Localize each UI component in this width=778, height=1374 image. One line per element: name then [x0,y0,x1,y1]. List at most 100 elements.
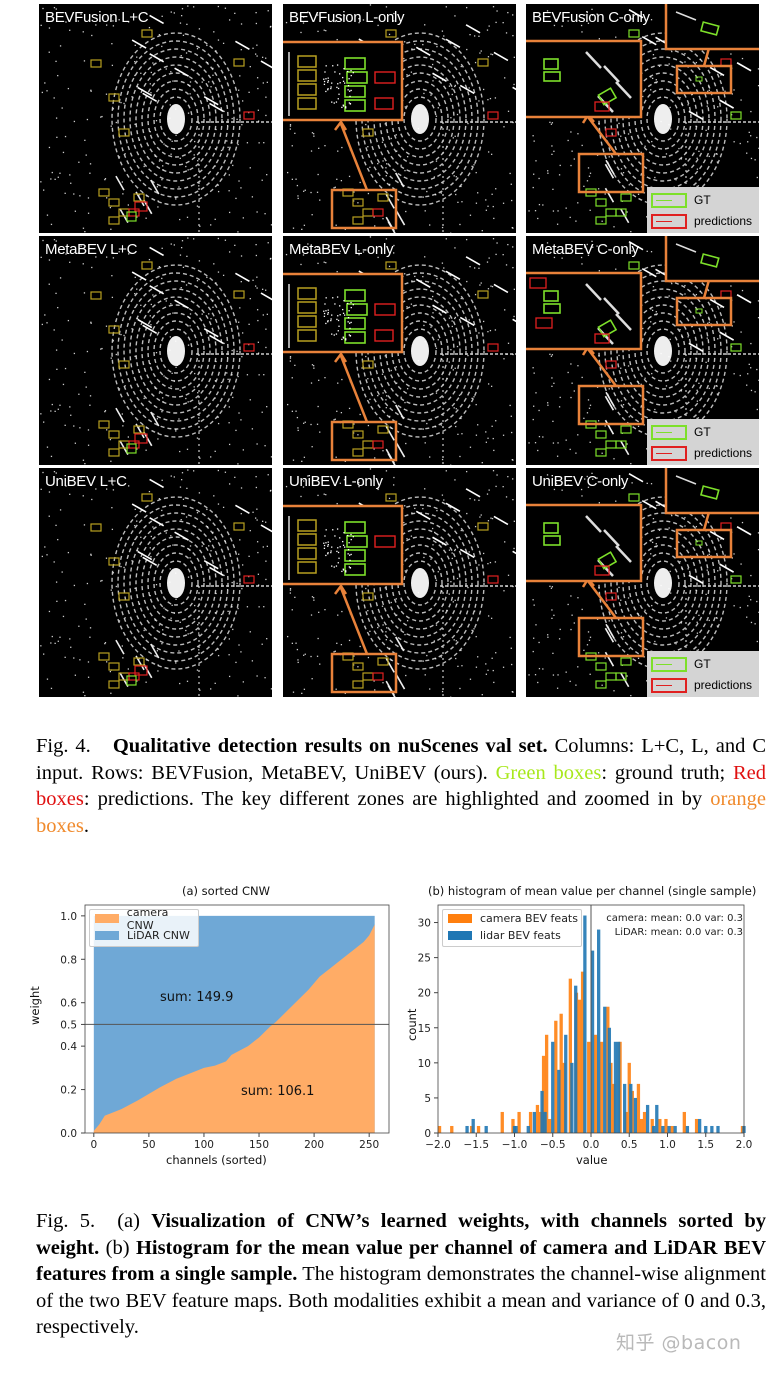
orange-boxes-text: orange boxes [36,788,766,837]
point-cloud-scene [526,236,759,465]
svg-text:0.0: 0.0 [60,1128,77,1140]
svg-text:10: 10 [418,1058,431,1070]
caption-label: Fig. 5. [36,1210,96,1232]
svg-text:1.0: 1.0 [659,1139,676,1151]
legend-item-camera: camera CNW [90,906,198,932]
legend-swatch [448,931,472,940]
svg-text:1.5: 1.5 [697,1139,714,1151]
caption-text: The histogram demonstrates the channel-w… [36,1263,767,1338]
caption-bold: Histogram for the mean value per channel… [36,1236,766,1286]
figure-4-grid: BEVFusion L+C BEVFusion L-only BEVFusion… [39,4,765,698]
bev-panel-metabev-l: MetaBEV L-only [283,236,516,465]
point-cloud-scene [40,237,272,465]
svg-text:2.0: 2.0 [736,1139,753,1151]
caption-text: Columns: L+C, L, and C input. Rows: BEVF… [36,735,766,784]
chart-sorted-cnw: (a) sorted CNW 0 50 100 150 200 250 0.0 0.2 0.4 0… [0,875,395,1175]
annotation-lidar-stats: LiDAR: mean: 0.0 var: 0.3 [614,927,743,938]
legend-label: GT [694,193,711,207]
legend-label: GT [694,657,711,671]
watermark: 知乎 @bacon [616,1332,742,1354]
svg-text:20: 20 [418,988,431,1000]
svg-text:−0.5: −0.5 [540,1139,566,1151]
legend-label: camera BEV feats [480,912,578,925]
legend-label: predictions [694,214,753,228]
cnw-plot-area: 0 50 100 150 200 250 0.0 0.2 0.4 0.5 0.6 0.8 1.0 [60,904,390,1151]
svg-text:150: 150 [249,1139,269,1151]
legend-item-camera: camera BEV feats [443,910,581,927]
point-cloud-scene [526,4,759,233]
legend-item-lidar: lidar BEV feats [443,927,581,944]
point-cloud-scene [283,468,516,697]
svg-text:5: 5 [424,1093,431,1105]
svg-text:−2.0: −2.0 [425,1139,451,1151]
svg-text:0.4: 0.4 [60,1041,77,1053]
svg-text:0: 0 [424,1128,431,1140]
legend-swatch-predictions [651,677,687,693]
caption-bold: Visualization of CNW’s learned weights, … [36,1210,766,1259]
caption-text: (b) [99,1236,136,1259]
svg-text:30: 30 [418,918,431,930]
bev-panel-bevfusion-c: BEVFusion C-only GT predictions [526,4,759,233]
gt-predictions-legend: GT predictions [647,651,759,697]
legend-label: predictions [694,678,753,692]
legend-item-gt: GT [651,191,711,209]
bev-panel-bevfusion-lc: BEVFusion L+C [39,4,272,233]
caption-text: : ground truth; [601,761,733,784]
panel-title: UniBEV L+C [45,473,127,490]
panel-title: MetaBEV C-only [532,241,639,258]
legend-swatch-predictions [651,445,687,461]
caption-label: Fig. 4. [36,735,91,757]
svg-text:15: 15 [418,1023,431,1035]
point-cloud-scene [283,236,516,465]
bev-panel-metabev-c: MetaBEV C-only GT predictions [526,236,759,465]
svg-text:0.6: 0.6 [60,998,77,1010]
legend-label: GT [694,425,711,439]
svg-text:0.8: 0.8 [60,954,77,966]
histogram-plot-area: −2.0 −1.5 −1.0 −0.5 0.0 0.5 1.0 1.5 2.0 0 5 10 15 20 2… [418,904,753,1151]
svg-text:0.0: 0.0 [583,1139,600,1151]
annotation-lidar-sum: sum: 149.9 [160,990,234,1005]
point-cloud-scene [40,5,272,233]
panel-title: BEVFusion L+C [45,9,149,26]
point-cloud-scene [526,468,759,697]
histogram-legend: camera BEV feats lidar BEV feats [442,909,582,947]
chart-histogram: (b) histogram of mean value per channel … [395,875,778,1175]
svg-text:0.5: 0.5 [621,1139,638,1151]
panel-title: UniBEV C-only [532,473,629,490]
x-axis-label: channels (sorted) [166,1153,267,1167]
bev-panel-unibev-lc: UniBEV L+C [39,468,272,697]
caption-text: . [83,814,89,837]
legend-swatch [95,914,119,923]
y-axis-label: count [405,1008,419,1041]
caption-bold: Qualitative detection results on nuScene… [112,735,548,757]
svg-text:−1.0: −1.0 [502,1139,528,1151]
y-axis-label: weight [28,986,42,1025]
legend-item-gt: GT [651,423,711,441]
point-cloud-scene [283,4,516,233]
panel-title: MetaBEV L+C [45,241,138,258]
svg-text:0.2: 0.2 [60,1085,77,1097]
legend-item-gt: GT [651,655,711,673]
chart-title: (b) histogram of mean value per channel … [428,884,757,898]
figure-4-caption: Fig. 4. Qualitative detection results on … [36,733,766,839]
legend-swatch-gt [651,424,687,440]
legend-label: LiDAR CNW [127,929,190,942]
panel-title: MetaBEV L-only [289,241,394,258]
panel-title: BEVFusion C-only [532,9,650,26]
x-axis-label: value [576,1153,608,1167]
legend-label: predictions [694,446,753,460]
red-boxes-text: Red boxes [36,761,767,811]
legend-item-lidar: LiDAR CNW [90,927,198,944]
panel-title: UniBEV L-only [289,473,383,490]
bev-panel-metabev-lc: MetaBEV L+C [39,236,272,465]
svg-text:0: 0 [90,1139,97,1151]
svg-text:25: 25 [418,953,431,965]
svg-text:200: 200 [304,1139,324,1151]
gt-predictions-legend: GT predictions [647,419,759,465]
legend-label: camera CNW [126,905,169,932]
legend-item-predictions: predictions [651,676,752,694]
gt-predictions-legend: GT predictions [647,187,759,233]
chart-title: (a) sorted CNW [182,884,270,898]
bev-panel-unibev-l: UniBEV L-only [283,468,516,697]
svg-text:−1.5: −1.5 [464,1139,490,1151]
